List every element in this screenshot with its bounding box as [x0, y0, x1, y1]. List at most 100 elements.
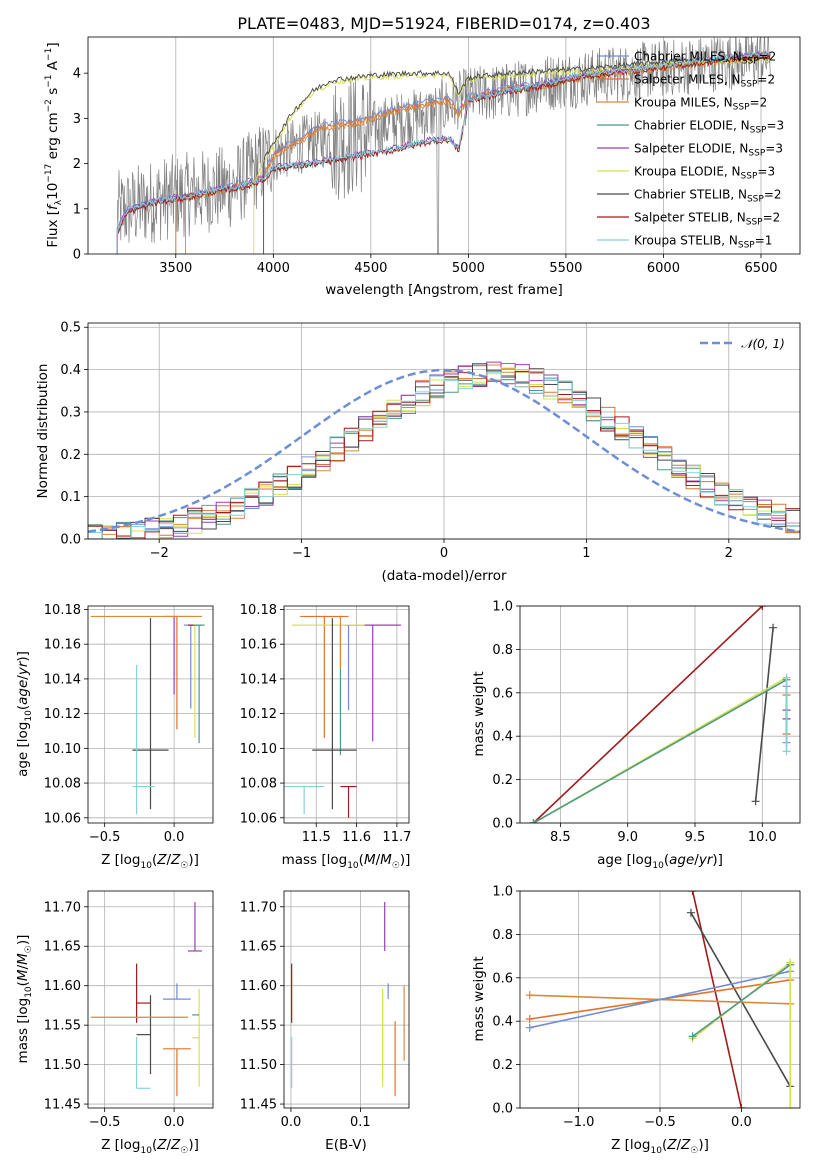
weight-marker-1-0	[686, 908, 695, 917]
y-tick-label: 11.50	[44, 1058, 81, 1073]
legend-label-2: Kroupa MILES, NSSP=2	[634, 96, 767, 113]
x-tick-label: 0.0	[164, 1115, 185, 1130]
y-tick-label: 0.0	[492, 817, 513, 832]
y-tick-label: 4	[73, 67, 81, 82]
y-tick-label: 0.4	[492, 1015, 513, 1030]
panel-residuals: −2 −1 0 1 2 0.0 0.1 0.2 0.3 0.4 0.5 (data-model)/e…	[35, 321, 801, 584]
weight-line-0	[532, 606, 763, 823]
y-tick-label: 1	[73, 202, 81, 217]
residual-histograms	[88, 361, 800, 539]
spectrum-legend: Chabrier MILES, NSSP=2 Salpeter MILES, NS…	[597, 50, 784, 251]
y-tick-label: 0.2	[60, 448, 81, 463]
weight-marker-4-0	[525, 1023, 534, 1032]
spectrum-ylabel: Flux [fλ10−17 erg cm−2 s−1 A−1]	[44, 42, 64, 247]
weight-marker-1-1	[769, 623, 778, 632]
model-spectrum-7	[116, 52, 771, 254]
model-spectrum-8	[116, 50, 771, 254]
y-tick-label: 3	[73, 112, 81, 127]
legend-label-1: Salpeter MILES, NSSP=2	[634, 73, 775, 90]
y-tick-label: 0.8	[492, 643, 513, 658]
y-tick-label: 1.0	[492, 600, 513, 615]
weight-marker-7-1	[782, 673, 791, 682]
ageZ-xlabel: Z [log10(Z/Z☉)]	[101, 852, 199, 871]
weight-line-1	[754, 627, 774, 802]
x-tick-label: −0.5	[644, 1115, 676, 1130]
residuals-ylabel: Normed distribution	[35, 364, 51, 499]
y-tick-label: 0.2	[492, 773, 513, 788]
y-tick-label: 10.18	[240, 603, 277, 618]
y-tick-label: 10.06	[44, 811, 81, 826]
legend-label-4: Salpeter ELODIE, NSSP=3	[634, 142, 783, 159]
weight-line-4	[529, 970, 791, 1029]
normal-legend-label: 𝒩(0, 1)	[741, 337, 785, 351]
x-tick-label: 11.5	[302, 830, 331, 845]
x-tick-label: 9.0	[617, 830, 638, 845]
massZ-xlabel: Z [log10(Z/Z☉)]	[101, 1137, 199, 1156]
x-tick-label: 4000	[257, 261, 290, 276]
panel-age-vs-mass: 11.5 11.6 11.7 10.06 10.08 10.10 10.12 10.14 10.…	[240, 603, 412, 871]
massZ-ylabel: mass [log10(M/M☉)]	[15, 935, 34, 1064]
ageMass-xlabel: mass [log10(M/M☉)]	[282, 852, 411, 871]
x-tick-label: −0.5	[89, 1115, 121, 1130]
y-tick-label: 0.3	[60, 405, 81, 420]
legend-label-7: Salpeter STELIB, NSSP=2	[634, 211, 780, 228]
weightAge-ylabel: mass weight	[471, 671, 487, 756]
y-tick-label: 11.60	[240, 979, 277, 994]
weightZ-ylabel: mass weight	[471, 956, 487, 1041]
x-tick-label: 11.7	[382, 830, 411, 845]
figure-title: PLATE=0483, MJD=51924, FIBERID=0174, z=0…	[237, 14, 650, 33]
weight-line-3	[533, 679, 787, 823]
y-tick-label: 0	[73, 248, 81, 263]
weight-marker-7-0	[786, 1104, 795, 1108]
residual-hist-8	[88, 369, 800, 539]
y-tick-label: 0.1	[60, 490, 81, 505]
weight-line-1	[690, 912, 791, 1087]
y-tick-label: 10.10	[44, 742, 81, 757]
x-tick-label: 0.0	[164, 830, 185, 845]
x-tick-label: 6500	[744, 261, 777, 276]
weight-marker-3-0	[529, 819, 538, 823]
y-tick-label: 10.08	[240, 777, 277, 792]
y-tick-label: 0.5	[60, 321, 81, 336]
y-tick-label: 10.16	[44, 638, 81, 653]
weightAge-xlabel: age [log10(age/yr)]	[597, 852, 723, 871]
weight-marker-7-0	[782, 747, 791, 756]
spectrum-lines	[116, 37, 772, 254]
y-tick-label: 11.55	[240, 1019, 277, 1034]
residuals-xlabel: (data-model)/error	[381, 568, 507, 584]
y-tick-label: 10.18	[44, 603, 81, 618]
massEBV-xlabel: E(B-V)	[325, 1137, 367, 1153]
x-tick-label: 5500	[549, 261, 582, 276]
x-tick-label: 4500	[354, 261, 387, 276]
weight-marker-0-1	[737, 1104, 746, 1108]
x-tick-label: 8.5	[550, 830, 571, 845]
y-tick-label: 10.14	[240, 672, 277, 687]
panel-age-vs-Z: −0.5 0.0 10.06 10.08 10.10 10.12 10.14 10.16 10.…	[15, 603, 214, 871]
x-tick-label: −1.0	[563, 1115, 595, 1130]
legend-label-3: Chabrier ELODIE, NSSP=3	[634, 119, 784, 136]
panel-weight-vs-age: 8.5 9.0 9.5 10.0 0.0 0.2 0.4 0.6 0.8 1.0 age [log…	[471, 600, 801, 871]
weight-marker-3-0	[525, 1015, 534, 1024]
y-tick-label: 0.8	[492, 928, 513, 943]
x-tick-label: 0.1	[350, 1115, 371, 1130]
y-tick-label: 0.4	[60, 363, 81, 378]
x-tick-label: −2	[150, 546, 169, 561]
weight-marker-0-0	[688, 891, 697, 895]
y-tick-label: 10.16	[240, 638, 277, 653]
ageZ-ylabel: age [log10(age/yr)]	[15, 651, 34, 777]
y-tick-label: 0.4	[492, 730, 513, 745]
x-tick-label: 11.6	[342, 830, 371, 845]
x-tick-label: 5000	[452, 261, 485, 276]
y-tick-label: 0.2	[492, 1058, 513, 1073]
spectrum-xlabel: wavelength [Angstrom, rest frame]	[325, 282, 563, 298]
y-tick-label: 11.45	[240, 1098, 277, 1113]
y-tick-label: 0.0	[60, 533, 81, 548]
panel-weight-vs-Z: −1.0 −0.5 0.0 0.0 0.2 0.4 0.6 0.8 1.0 Z [log10(Z…	[471, 885, 801, 1156]
y-tick-label: 11.65	[240, 940, 277, 955]
legend-label-5: Kroupa ELODIE, NSSP=3	[634, 165, 775, 182]
y-tick-label: 11.60	[44, 979, 81, 994]
observed-spectrum	[116, 37, 771, 254]
y-tick-label: 10.08	[44, 777, 81, 792]
y-tick-label: 2	[73, 157, 81, 172]
